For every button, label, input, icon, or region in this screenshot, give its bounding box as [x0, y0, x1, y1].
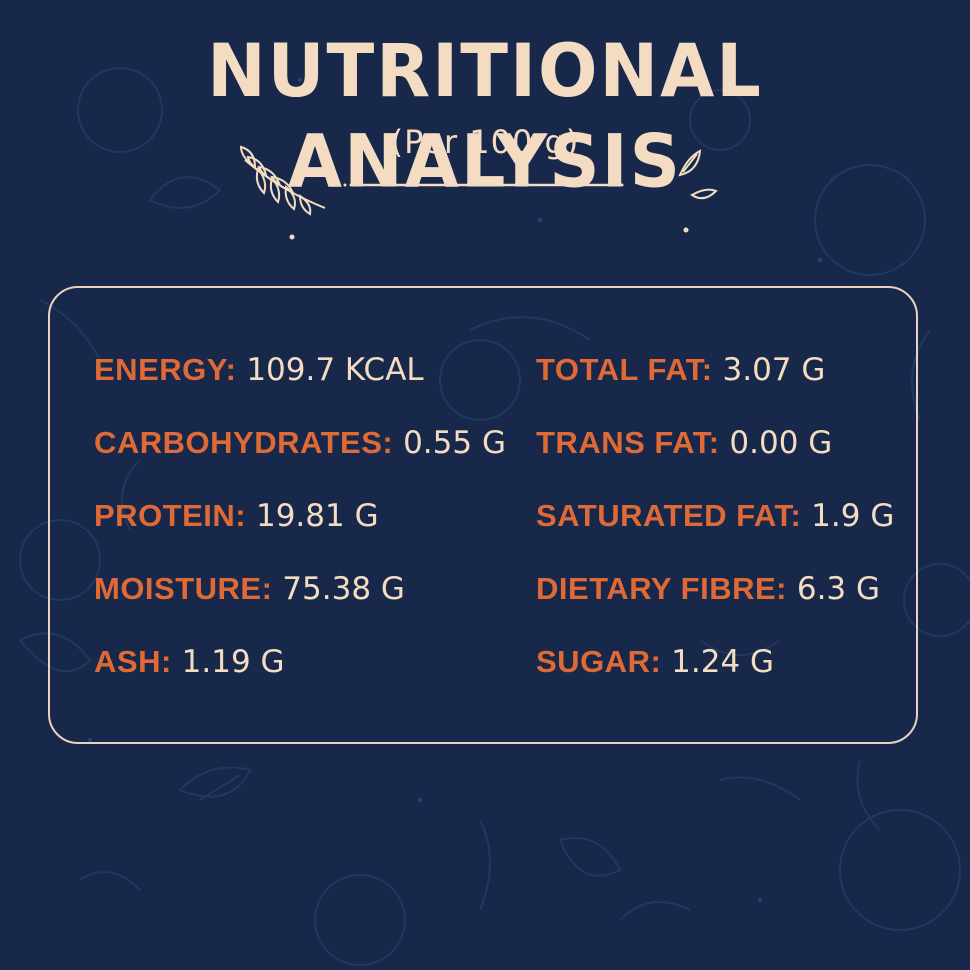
nutrient-row-ash: ASH: 1.19 G: [94, 642, 506, 715]
nutrient-label: ASH:: [94, 644, 172, 679]
nutrient-row-carbohydrates: CARBOHYDRATES: 0.55 G: [94, 423, 506, 496]
title-ornament: [239, 145, 718, 240]
nutrient-value: 75.38 G: [282, 571, 405, 607]
nutrient-row-dietary-fibre: DIETARY FIBRE: 6.3 G: [536, 569, 894, 642]
nutrient-row-protein: PROTEIN: 19.81 G: [94, 496, 506, 569]
nutrient-label: DIETARY FIBRE:: [536, 571, 787, 606]
nutrient-value: 1.19 G: [181, 644, 285, 680]
nutrient-row-trans-fat: TRANS FAT: 0.00 G: [536, 423, 894, 496]
nutrition-panel: ENERGY: 109.7 KCAL CARBOHYDRATES: 0.55 G…: [48, 286, 918, 744]
page-title: NUTRITIONAL ANALYSIS: [207, 27, 763, 205]
leaf-sprig-icon: [239, 145, 326, 216]
nutrient-label: TOTAL FAT:: [536, 352, 713, 387]
nutrient-row-saturated-fat: SATURATED FAT: 1.9 G: [536, 496, 894, 569]
nutrient-row-moisture: MOISTURE: 75.38 G: [94, 569, 506, 642]
nutrient-value: 6.3 G: [796, 571, 881, 607]
nutrient-label: SATURATED FAT:: [536, 498, 802, 533]
nutrient-value: 1.24 G: [671, 644, 775, 680]
nutrition-column-right: TOTAL FAT: 3.07 G TRANS FAT: 0.00 G SATU…: [536, 350, 894, 715]
leaf-pair-icon: [678, 149, 718, 200]
nutrition-column-left: ENERGY: 109.7 KCAL CARBOHYDRATES: 0.55 G…: [94, 350, 506, 715]
nutrient-row-total-fat: TOTAL FAT: 3.07 G: [536, 350, 894, 423]
nutrient-label: MOISTURE:: [94, 571, 273, 606]
nutrient-value: 3.07 G: [722, 352, 826, 388]
nutrient-label: SUGAR:: [536, 644, 662, 679]
nutrient-label: PROTEIN:: [94, 498, 247, 533]
nutrient-value: 19.81 G: [255, 498, 379, 534]
nutrient-row-sugar: SUGAR: 1.24 G: [536, 642, 894, 715]
page-subtitle: (Per 100 g): [390, 123, 580, 161]
nutrient-value: 0.55 G: [403, 425, 506, 461]
nutrient-value: 0.00 G: [729, 425, 833, 461]
nutrient-value: 109.7 KCAL: [246, 352, 424, 388]
nutrient-value: 1.9 G: [811, 498, 895, 534]
nutrient-label: CARBOHYDRATES:: [94, 425, 394, 460]
nutrient-label: TRANS FAT:: [536, 425, 720, 460]
nutrient-label: ENERGY:: [94, 352, 237, 387]
nutrient-row-energy: ENERGY: 109.7 KCAL: [94, 350, 506, 423]
